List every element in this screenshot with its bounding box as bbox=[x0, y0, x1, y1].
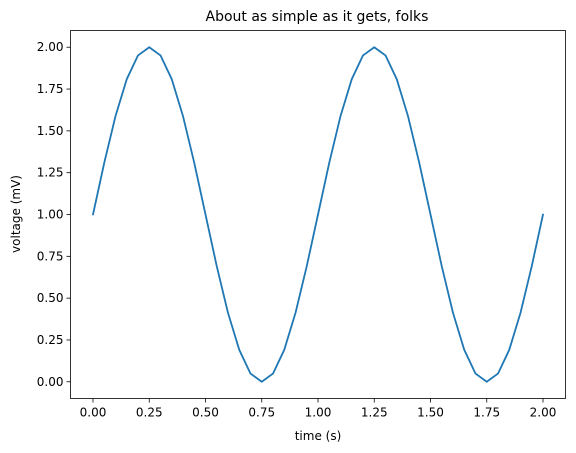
x-tick-label: 1.75 bbox=[473, 406, 500, 420]
chart-title: About as simple as it gets, folks bbox=[206, 9, 429, 25]
y-tick-label: 1.00 bbox=[37, 208, 64, 222]
x-tick-label: 0.25 bbox=[136, 406, 163, 420]
series-line-0 bbox=[92, 46, 544, 383]
y-tick-label: 1.25 bbox=[37, 166, 64, 180]
x-axis-label: time (s) bbox=[295, 429, 342, 443]
x-tick-label: 0.50 bbox=[192, 406, 219, 420]
y-tick-label: 2.00 bbox=[37, 40, 64, 54]
y-tick-label: 0.50 bbox=[37, 291, 64, 305]
x-tick-label: 1.25 bbox=[361, 406, 388, 420]
y-axis-label: voltage (mV) bbox=[9, 175, 23, 253]
y-tick-label: 1.50 bbox=[37, 124, 64, 138]
y-axis-ticks: 0.00 0.25 0.50 0.75 1.00 1.25 1.50 1.75 2.00 bbox=[37, 40, 71, 389]
series-layer bbox=[92, 46, 544, 383]
y-tick-label: 0.25 bbox=[37, 333, 64, 347]
y-tick-label: 0.75 bbox=[37, 249, 64, 263]
x-tick-label: 1.50 bbox=[417, 406, 444, 420]
x-tick-label: 0.00 bbox=[80, 406, 107, 420]
y-tick-label: 1.75 bbox=[37, 82, 64, 96]
x-tick-label: 0.75 bbox=[248, 406, 275, 420]
x-tick-label: 1.00 bbox=[305, 406, 332, 420]
x-axis-ticks: 0.00 0.25 0.50 0.75 1.00 1.25 1.50 1.75 2.00 bbox=[80, 398, 557, 420]
y-tick-label: 0.00 bbox=[37, 375, 64, 389]
x-tick-label: 2.00 bbox=[530, 406, 557, 420]
